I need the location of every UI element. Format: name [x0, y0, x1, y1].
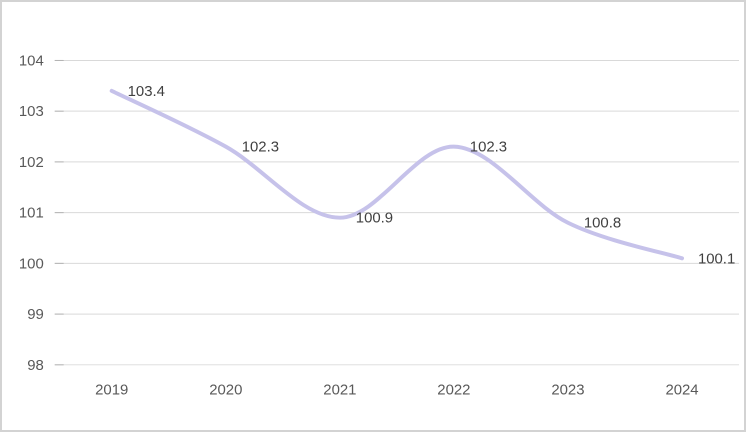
x-axis-label: 2023: [551, 382, 584, 398]
data-label: 100.9: [356, 211, 393, 227]
data-label: 102.3: [242, 140, 279, 156]
y-axis-label: 104: [19, 53, 44, 69]
x-axis-label: 2024: [665, 382, 698, 398]
y-axis-label: 102: [19, 155, 44, 171]
y-axis-label: 99: [27, 307, 44, 323]
y-axis-label: 100: [19, 256, 44, 272]
y-axis-label: 101: [19, 206, 44, 222]
y-axis-label: 103: [19, 104, 44, 120]
data-label: 100.1: [698, 251, 735, 267]
series-line: [109, 88, 685, 261]
x-axis-label: 2019: [95, 382, 128, 398]
x-axis-label: 2021: [323, 382, 356, 398]
y-axis-label: 98: [27, 358, 44, 374]
x-axis-label: 2022: [437, 382, 470, 398]
data-label: 100.8: [584, 216, 621, 232]
data-label: 102.3: [470, 140, 507, 156]
data-label: 103.4: [128, 84, 165, 100]
x-axis-label: 2020: [209, 382, 242, 398]
